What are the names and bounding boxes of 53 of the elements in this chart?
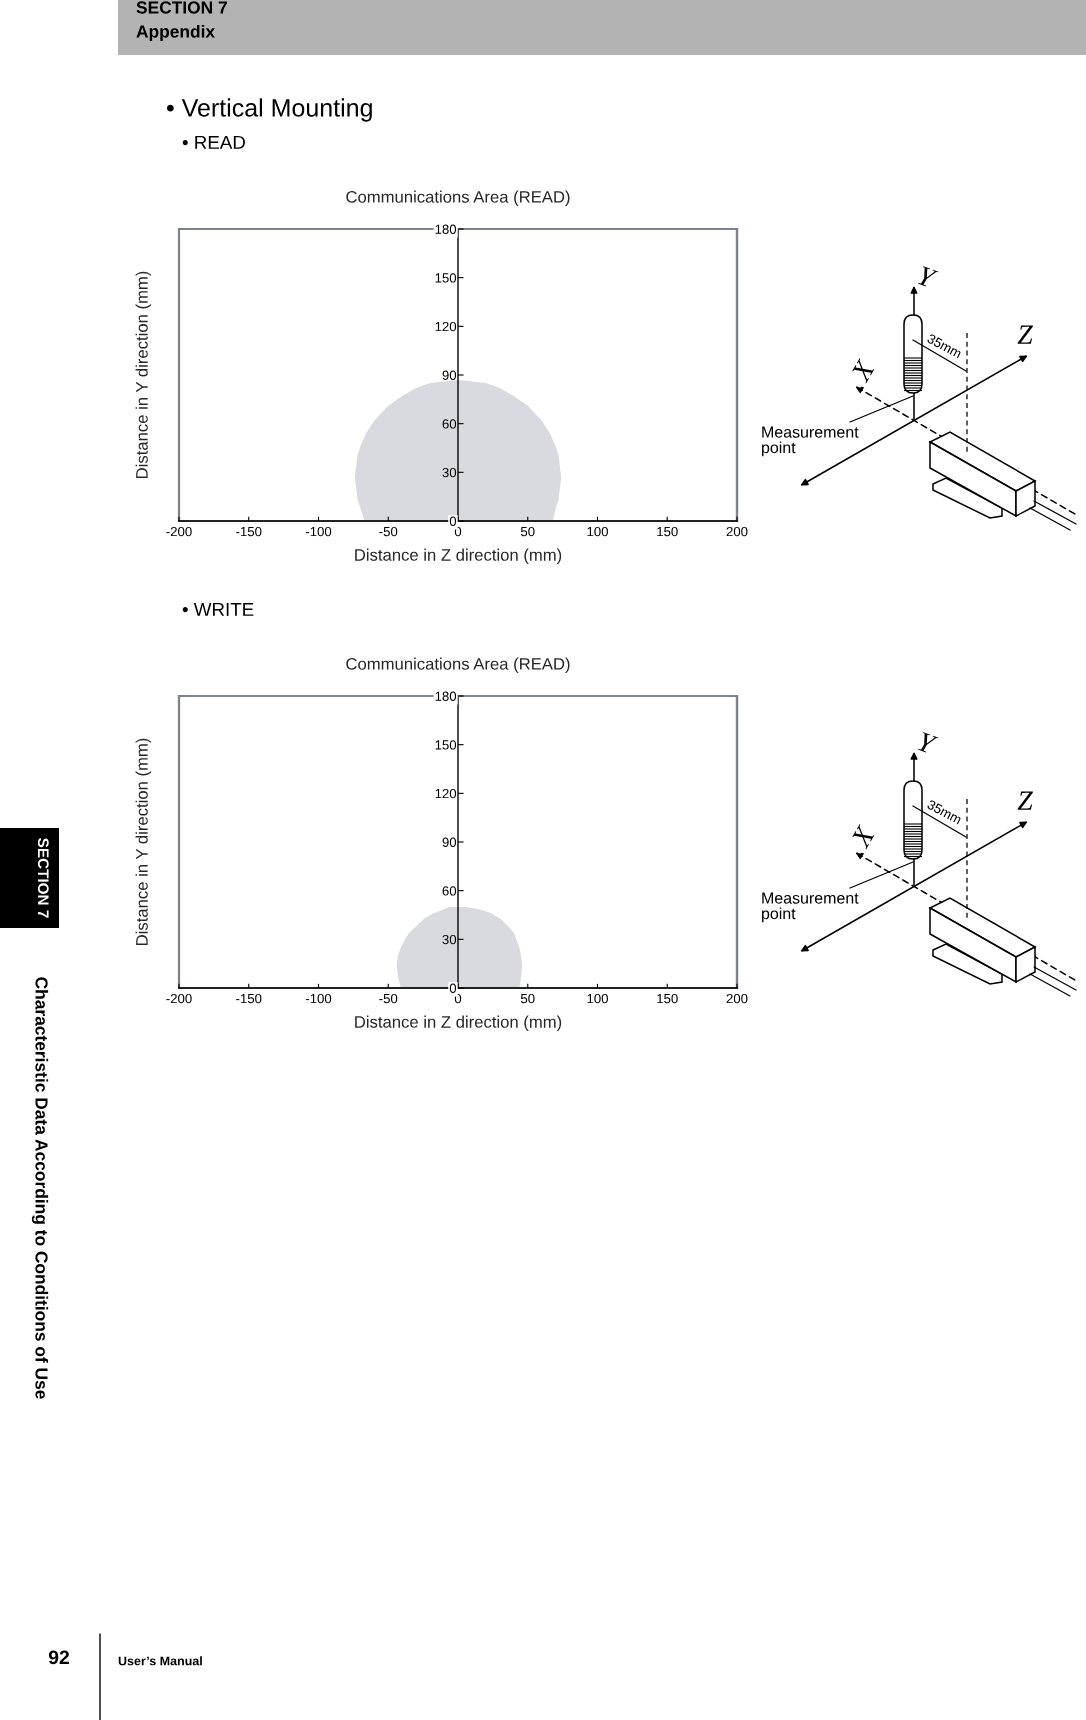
text: • READ [182,135,245,149]
x-tick-label: 100 [587,993,608,1004]
x-tick-label: -150 [236,993,262,1004]
y-tick-label: 180 [435,224,457,234]
x-tick-label: -50 [379,526,398,537]
y-tick-label: 180 [435,691,457,701]
chart-title: Communications Area (READ) [346,657,570,674]
x-tick-label: -200 [166,993,192,1004]
x-tick-label: 150 [657,993,678,1004]
x-tick-label: -100 [305,993,332,1004]
y-tick-label: 0 [449,983,457,993]
text: 92 [48,1650,70,1665]
text: Characteristic Data According to Conditions of Use [31,977,49,1399]
x-tick-label: 50 [520,993,535,1004]
text: User’s Manual [118,1656,202,1666]
x-tick-label: 50 [520,526,535,537]
y-tick-label: 0 [449,516,457,526]
y-tick-label: 30 [442,934,457,945]
y-tick-label: 90 [442,837,457,847]
text: SECTION 7 [37,838,49,918]
x-tick-label: 100 [587,526,608,537]
x-tick-label: -150 [236,526,262,537]
chart-title: Communications Area (READ) [346,190,570,207]
y-tick-label: 150 [435,273,457,283]
x-tick-label: 200 [726,526,748,537]
text: Y [916,266,939,289]
x-tick-label: -100 [305,526,332,537]
y-tick-label: 90 [442,370,457,380]
y-tick-label: 150 [435,740,457,750]
text: Appendix [136,24,215,42]
y-axis-title: Distance in Y direction (mm) [135,738,152,945]
x-tick-label: 150 [657,526,678,537]
text: X [850,824,876,850]
y-axis-title: Distance in Y direction (mm) [135,271,152,478]
y-tick-label: 120 [435,321,457,332]
x-tick-label: 200 [726,993,748,1004]
y-tick-label: 120 [435,788,457,799]
text: Y [916,732,939,755]
x-axis-title: Distance in Z direction (mm) [355,1015,562,1032]
y-tick-label: 30 [442,467,457,478]
text: Measurement point [762,426,859,457]
text: Z [1017,325,1033,344]
x-tick-label: -50 [379,993,398,1004]
text: • Vertical Mounting [166,98,372,122]
y-tick-label: 60 [442,886,457,896]
text: X [850,358,876,384]
text: Z [1017,791,1033,810]
x-axis-title: Distance in Z direction (mm) [355,548,562,565]
text: • WRITE [182,602,254,616]
x-tick-label: -200 [166,526,192,537]
text: Measurement point [762,892,859,923]
text: SECTION 7 [136,1,227,14]
y-tick-label: 60 [442,419,457,429]
